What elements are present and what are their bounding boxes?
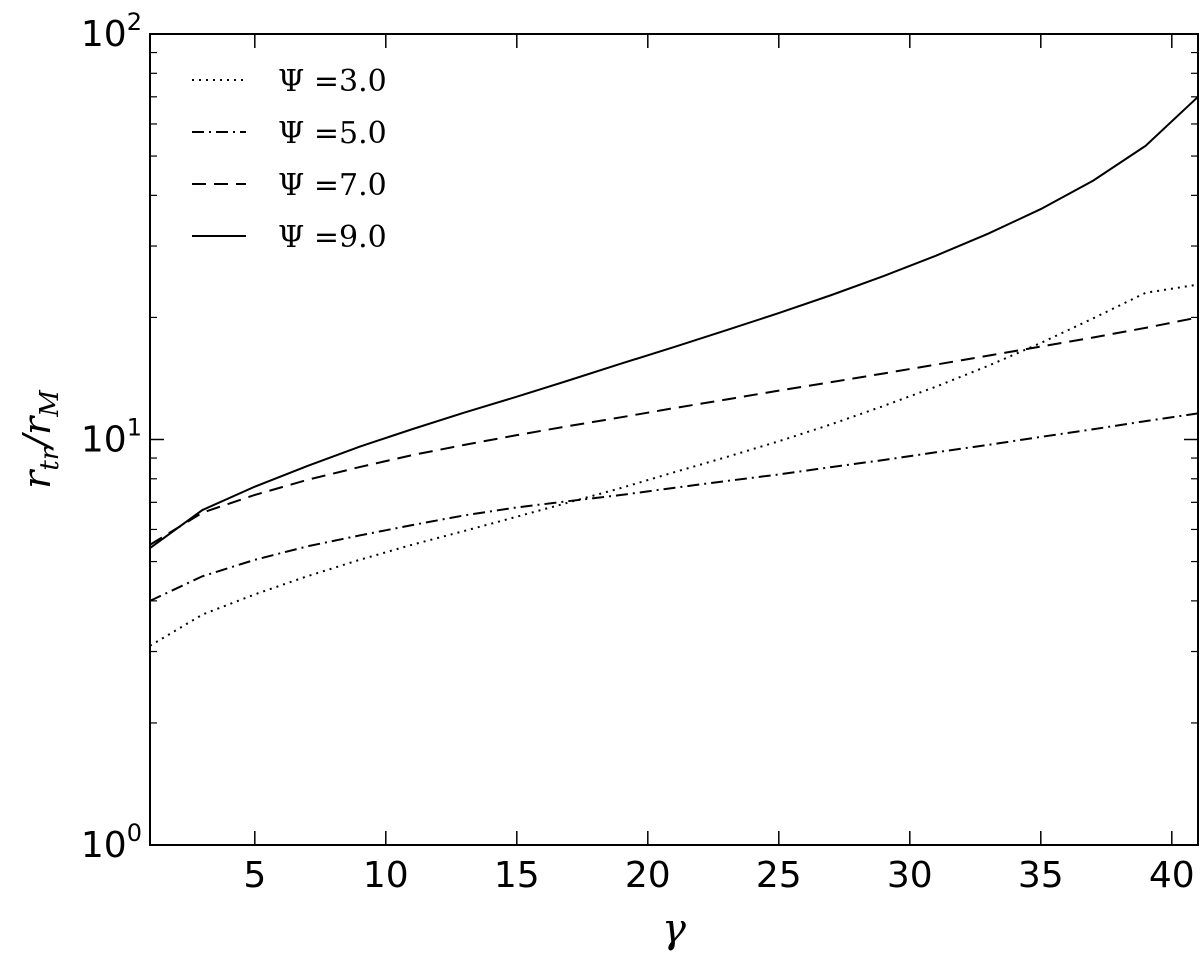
- x-tick-label: 10: [363, 855, 409, 896]
- y-tick-label: 102: [81, 8, 142, 55]
- legend-label-1: Ψ =3.0: [278, 64, 387, 99]
- x-tick-label: 30: [887, 855, 933, 896]
- legend-label-4: Ψ =9.0: [278, 220, 387, 255]
- series-line-4: [149, 96, 1199, 549]
- axes-layer: 5 10 15 20 25 30 35 40 100 101 102 γ rtr/rM: [15, 8, 1199, 952]
- series-layer: [149, 96, 1199, 647]
- y-axis-label: rtr/rM: [15, 389, 65, 489]
- x-axis-label: γ: [662, 906, 686, 952]
- x-tick-label: 35: [1018, 855, 1064, 896]
- y-tick-label: 101: [81, 414, 142, 461]
- legend: Ψ =3.0 Ψ =5.0 Ψ =7.0 Ψ =9.0: [192, 64, 387, 255]
- x-tick-label: 25: [756, 855, 802, 896]
- legend-label-3: Ψ =7.0: [278, 168, 387, 203]
- x-tick-label: 40: [1149, 855, 1195, 896]
- series-line-3: [149, 316, 1199, 546]
- y-tick-label: 100: [81, 819, 142, 866]
- series-line-2: [149, 412, 1199, 602]
- legend-label-2: Ψ =5.0: [278, 116, 387, 151]
- series-line-1: [149, 283, 1199, 647]
- plot-frame: [149, 33, 1199, 846]
- x-tick-label: 15: [494, 855, 540, 896]
- x-tick-label: 20: [625, 855, 671, 896]
- x-tick-label: 5: [243, 855, 266, 896]
